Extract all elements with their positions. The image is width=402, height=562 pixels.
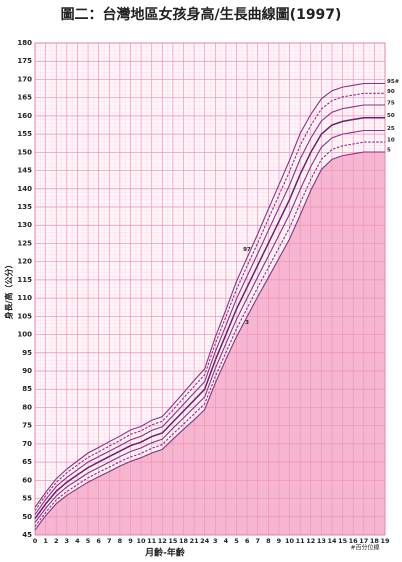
x-tick-label: 19 <box>380 537 390 545</box>
y-tick-label: 75 <box>22 422 32 430</box>
x-tick-label: 4 <box>224 537 229 545</box>
x-tick-label: 11 <box>147 537 157 545</box>
series-label: 5 <box>387 147 391 153</box>
x-tick-label: 3 <box>65 537 70 545</box>
y-tick-label: 160 <box>17 112 32 120</box>
x-tick-label: 4 <box>75 537 80 545</box>
x-tick-label: 10 <box>285 537 295 545</box>
y-tick-label: 50 <box>22 513 32 521</box>
x-tick-label: 1 <box>43 537 48 545</box>
annotation: 97 <box>243 247 251 253</box>
x-tick-label: 10 <box>137 537 147 545</box>
y-tick-label: 85 <box>22 385 32 393</box>
y-tick-label: 135 <box>17 203 32 211</box>
y-tick-label: 130 <box>17 221 32 229</box>
y-tick-label: 60 <box>22 476 32 484</box>
series-label: 95# <box>387 79 400 85</box>
x-tick-label: 0 <box>33 537 38 545</box>
percentile-line <box>34 104 385 515</box>
x-tick-label: 3 <box>213 537 218 545</box>
x-tick-label: 18 <box>370 537 380 545</box>
x-tick-label: 18 <box>179 537 189 545</box>
annotation: 3 <box>245 320 249 326</box>
x-tick-label: 2 <box>54 537 59 545</box>
series-label: 10 <box>387 138 395 144</box>
x-axis-label: 月齡-年齡 <box>144 547 185 559</box>
x-tick-label: 6 <box>245 537 250 545</box>
y-tick-label: 45 <box>22 531 32 539</box>
y-tick-label: 115 <box>17 276 32 284</box>
y-tick-label: 120 <box>17 258 32 266</box>
percentile-line <box>34 129 385 523</box>
x-tick-label: 12 <box>158 537 167 545</box>
series-label: 50 <box>387 113 395 119</box>
x-tick-label: 9 <box>128 537 133 545</box>
series-label: 75 <box>387 100 395 106</box>
y-tick-label: 150 <box>17 148 32 156</box>
y-tick-label: 70 <box>22 440 32 448</box>
percentile-line <box>34 151 385 531</box>
x-tick-label: 8 <box>266 537 271 545</box>
y-tick-label: 105 <box>17 312 32 320</box>
y-tick-label: 140 <box>17 185 32 193</box>
percentile-line <box>34 116 385 520</box>
note: #百分位線 <box>350 544 379 552</box>
percentile-line <box>34 92 385 511</box>
x-tick-label: 11 <box>296 537 306 545</box>
x-tick-label: 9 <box>277 537 282 545</box>
series-label: 90 <box>387 89 395 95</box>
y-tick-label: 55 <box>22 495 32 503</box>
y-axis-label: 身長/高（公分） <box>4 261 14 320</box>
x-tick-label: 8 <box>118 537 123 545</box>
x-tick-label: 5 <box>86 537 91 545</box>
x-tick-label: 24 <box>200 537 210 545</box>
y-tick-label: 170 <box>17 75 32 83</box>
x-tick-label: 12 <box>306 537 315 545</box>
x-tick-label: 14 <box>327 537 337 545</box>
y-tick-label: 110 <box>17 294 32 302</box>
y-tick-label: 175 <box>17 57 32 65</box>
y-tick-label: 90 <box>22 367 32 375</box>
x-tick-label: 21 <box>190 537 200 545</box>
x-tick-label: 17 <box>359 537 368 545</box>
x-tick-label: 15 <box>338 537 348 545</box>
area-fill <box>35 152 385 535</box>
plot-border <box>34 42 386 536</box>
y-tick-label: 145 <box>17 167 32 175</box>
chart-title: 圖二：台灣地區女孩身高/生長曲線圖(1997) <box>61 6 342 23</box>
y-tick-label: 65 <box>22 458 32 466</box>
y-tick-label: 155 <box>17 130 32 138</box>
x-tick-label: 13 <box>317 537 326 545</box>
y-tick-label: 80 <box>22 403 32 411</box>
percentile-line <box>34 82 385 508</box>
y-tick-label: 125 <box>17 239 32 247</box>
x-tick-label: 6 <box>96 537 101 545</box>
y-tick-label: 100 <box>17 331 32 339</box>
y-tick-label: 95 <box>22 349 32 357</box>
y-tick-label: 165 <box>17 94 32 102</box>
x-tick-label: 7 <box>255 537 260 545</box>
x-tick-label: 7 <box>107 537 112 545</box>
x-tick-label: 5 <box>234 537 239 545</box>
x-tick-label: 16 <box>349 537 359 545</box>
series-label: 25 <box>387 126 395 132</box>
x-tick-label: 15 <box>168 537 178 545</box>
y-tick-label: 180 <box>17 39 32 47</box>
